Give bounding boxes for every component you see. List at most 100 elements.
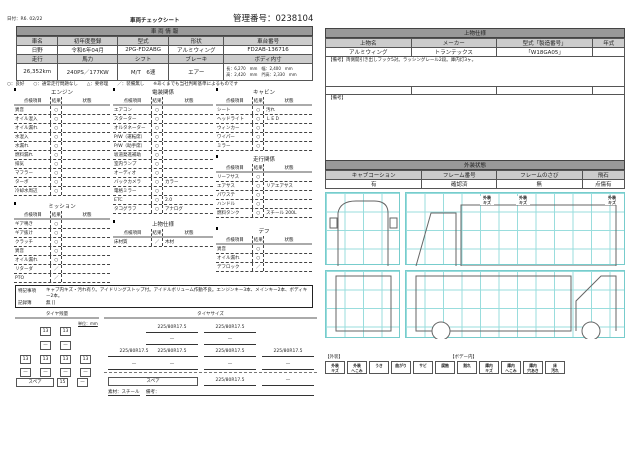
col-item: 点検項目 <box>225 237 244 243</box>
tire-size: 225/80R17.5 <box>204 349 256 357</box>
tire-material: 素材：スチール <box>108 390 140 396</box>
tire-depth-box: 15 <box>57 378 68 387</box>
check-status: 2.0 <box>165 197 173 203</box>
notes-box: 特記事項 キャブ内キズ・汚れ有り。アイドリングストップ付。アイドルボリューム作動不… <box>15 285 313 308</box>
management-number: 管理番号：0238104 <box>233 14 314 24</box>
exterior-legend-label: 【外装】 <box>325 355 343 360</box>
section-marker <box>14 88 16 91</box>
check-item: マフラー <box>15 171 33 176</box>
col-item: 点検項目 <box>225 165 244 171</box>
check-row: ギア抜け ○ <box>14 229 110 238</box>
check-item: 異音 <box>15 108 24 113</box>
check-status: スチール 200L <box>265 211 297 216</box>
check-row: 燃料タンク ○ スチール 200L <box>216 209 312 218</box>
check-row: 室内ランプ ○ <box>113 160 213 169</box>
column-header: 点検項目 結果 状態 <box>216 97 312 106</box>
tire-depth-box: — <box>20 368 31 377</box>
tire-depth-box: 13 <box>20 355 31 364</box>
section-title: キャビン <box>252 90 275 96</box>
tire-size: 225/80R17.5 <box>204 325 256 333</box>
check-result: ○ <box>50 229 62 237</box>
th: 上物名 <box>325 38 412 48</box>
check-result: ○ <box>151 187 163 195</box>
cabin-section: キャビン 点検項目 結果 状態 シート ○ 汚れ ヘッドライト ○ ＬＥＤ ウィンカー ○ ワイパー ○ ミ… <box>216 88 312 151</box>
td: 「W18GA05」 <box>495 47 594 57</box>
rear-view-diagram <box>325 270 400 338</box>
upper-remark-2: 【備考】 <box>325 94 625 162</box>
tire-size: 225/80R17.5 <box>262 349 314 357</box>
check-result: ○ <box>252 173 264 181</box>
check-item: 床材質 <box>114 240 128 245</box>
section-title: デフ <box>258 229 270 235</box>
dims-2: 高：2,420 mm 門高：2,330 mm <box>226 72 297 77</box>
section-title: 上物仕様 <box>151 222 174 228</box>
check-result: ○ <box>50 106 62 114</box>
check-item: バックカメラ <box>114 180 141 185</box>
check-item: 燃料タンク <box>217 211 240 216</box>
check-item: 冷却水周辺 <box>15 189 38 194</box>
tire-size: 225/80R17.5 <box>146 349 198 357</box>
check-row: マフラー ○ <box>14 169 110 178</box>
check-row: P/W（助手席） ○ <box>113 142 213 151</box>
check-row: クラッチ ○ <box>14 238 110 247</box>
th: フレームのさび <box>496 170 583 180</box>
td: アルミウィング <box>168 45 225 55</box>
check-row: ヘッドライト ○ ＬＥＤ <box>216 115 312 124</box>
tire-size: — <box>204 362 256 370</box>
td: トランテックス <box>410 47 497 57</box>
check-result: ○ <box>50 187 62 195</box>
check-result: ○ <box>50 169 62 177</box>
check-result: ○ <box>151 133 163 141</box>
check-result: ○ <box>151 196 163 204</box>
check-item: ヘッドライト <box>217 117 244 122</box>
side-view-diagram <box>405 192 625 267</box>
tire-size: — <box>108 362 160 370</box>
check-result: ○ <box>252 191 264 199</box>
check-item: エアコン <box>114 108 132 113</box>
check-item: 排気 <box>15 162 24 167</box>
legend-item: 庫内 穴あき <box>523 361 543 374</box>
notes-label: 特記事項 <box>18 289 36 294</box>
th: 型式 <box>116 36 170 46</box>
check-row: エアコン ○ <box>113 106 213 115</box>
col-status: 状態 <box>184 98 194 104</box>
section-title: ミッション <box>48 204 76 210</box>
engine-section: エンジン 点検項目 結果 状態 異音 ○ オイル混入 ○ オイル漏れ ○ 水混入 ○ 水漏れ ○ 燃料漏れ ○… <box>14 88 110 196</box>
check-result: ○ <box>252 133 264 141</box>
check-result: ○ <box>252 254 264 262</box>
check-item: 坂道発進補助 <box>114 153 141 158</box>
check-item: エアサス <box>217 184 235 189</box>
check-item: ETC <box>114 197 123 203</box>
col-result: 結果 <box>50 97 62 104</box>
check-row: 床材質 ／木材 <box>113 238 213 247</box>
front-view-diagram <box>325 192 400 266</box>
section-title: エンジン <box>50 90 73 96</box>
check-row: リターダ ／ <box>14 265 110 274</box>
column-header: 点検項目 結果 状態 <box>14 211 110 220</box>
td: 日野 <box>15 45 59 55</box>
check-result: ○ <box>151 124 163 132</box>
check-status: 木材 <box>165 240 174 245</box>
legend-item: サビ <box>413 361 433 374</box>
col-status: 状態 <box>284 165 294 171</box>
check-item: リーフサス <box>217 175 240 180</box>
col-item: 点検項目 <box>123 230 142 236</box>
check-row: スターター ○ <box>113 115 213 124</box>
legend-item: 外装 キズ <box>325 361 345 374</box>
upper-spec-table: 上物仕様 上物名 メーカー 型式「製造番号」 年式 アルミウィング トランテックス 「W1… <box>325 28 625 162</box>
check-item: 燃料漏れ <box>15 153 33 158</box>
check-item: ミラー <box>217 144 231 149</box>
legend-item: 曲がり <box>391 361 411 374</box>
check-result: ○ <box>252 106 264 114</box>
check-result: ○ <box>151 178 163 186</box>
th: 年式 <box>592 38 625 48</box>
tire-depth-box: — <box>40 341 51 350</box>
check-row: パワステ ○ <box>216 191 312 200</box>
column-header: 点検項目 結果 状態 <box>113 97 213 106</box>
check-row: 電格ミラー ○ <box>113 187 213 196</box>
check-status: 汚れ <box>265 108 275 113</box>
check-result: ○ <box>151 151 163 159</box>
check-result: ○ <box>252 142 264 150</box>
tire-depth-box: — <box>77 378 88 387</box>
column-header: 点検項目 結果 状態 <box>216 164 312 173</box>
